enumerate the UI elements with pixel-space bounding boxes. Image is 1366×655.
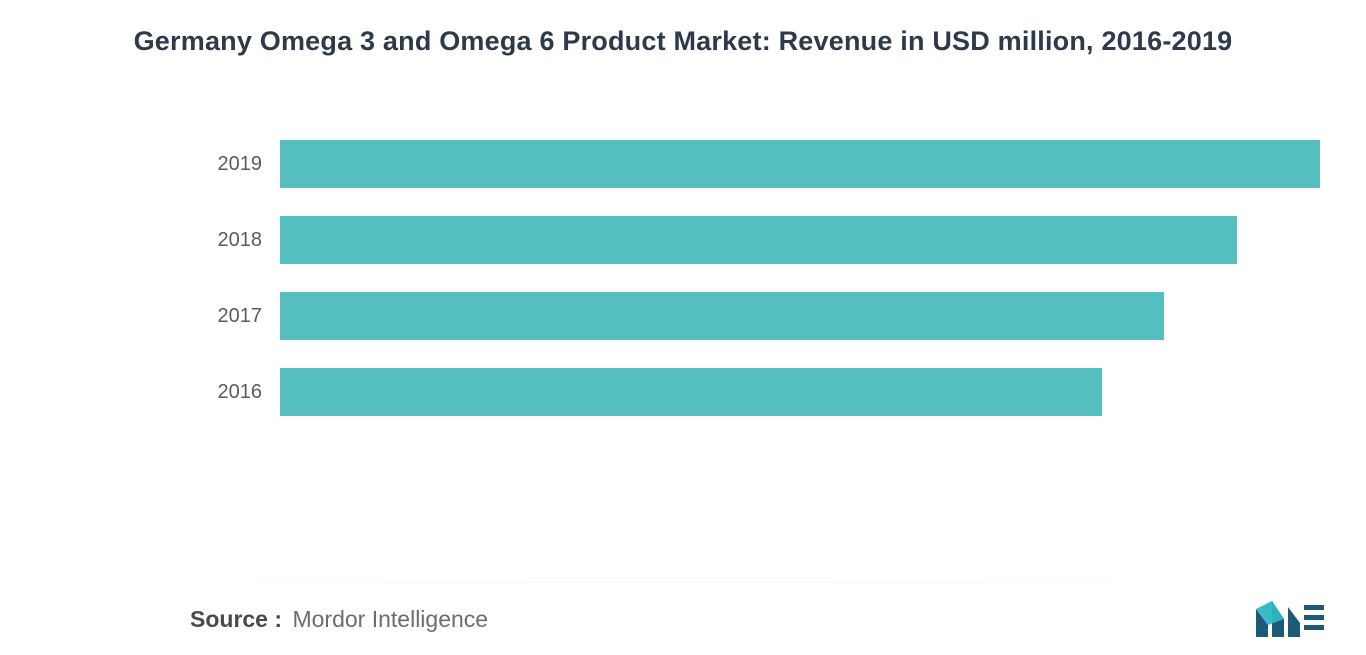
bar-2017 xyxy=(280,292,1164,340)
bar-row: 2017 xyxy=(200,292,1320,340)
bar-track xyxy=(280,216,1320,264)
bar-2019 xyxy=(280,140,1320,188)
chart-area: 2019 2018 2017 2016 xyxy=(200,140,1320,444)
source-label: Source : xyxy=(190,606,282,632)
chart-title: Germany Omega 3 and Omega 6 Product Mark… xyxy=(40,26,1326,57)
chart-container: Germany Omega 3 and Omega 6 Product Mark… xyxy=(0,0,1366,655)
bar-track xyxy=(280,140,1320,188)
chart-footer: Source : Mordor Intelligence xyxy=(0,583,1366,655)
source-name: Mordor Intelligence xyxy=(292,606,488,632)
source-citation: Source : Mordor Intelligence xyxy=(190,606,488,633)
y-axis-label: 2016 xyxy=(200,381,280,404)
bar-2016 xyxy=(280,368,1102,416)
bar-row: 2016 xyxy=(200,368,1320,416)
bar-row: 2019 xyxy=(200,140,1320,188)
y-axis-label: 2017 xyxy=(200,305,280,328)
y-axis-label: 2019 xyxy=(200,153,280,176)
bar-2018 xyxy=(280,216,1237,264)
bar-track xyxy=(280,368,1320,416)
y-axis-label: 2018 xyxy=(200,229,280,252)
bar-row: 2018 xyxy=(200,216,1320,264)
mordor-logo-icon xyxy=(1254,597,1326,641)
bar-track xyxy=(280,292,1320,340)
